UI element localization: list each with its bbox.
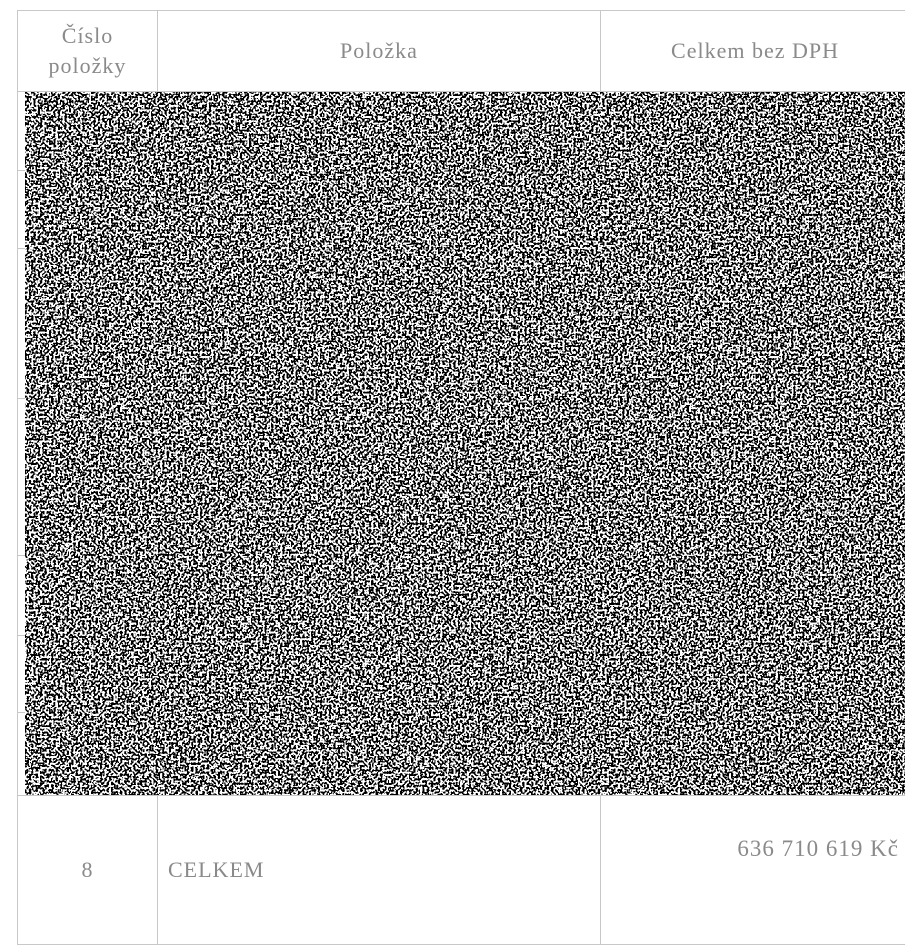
header-cell: Číslo položky — [17, 10, 158, 92]
header-cell: Celkem bez DPH — [600, 10, 905, 92]
row-border — [17, 712, 27, 713]
row-total: 636 710 619 Kč — [600, 795, 905, 945]
header-cell: Položka — [157, 10, 601, 92]
row-border — [17, 170, 27, 171]
row-number: 8 — [17, 795, 158, 945]
redaction-noise — [25, 92, 905, 795]
row-label: CELKEM — [157, 795, 601, 945]
row-border — [17, 635, 27, 636]
row-border — [17, 248, 27, 249]
column-border — [17, 92, 18, 796]
row-border — [17, 555, 27, 556]
row-border — [17, 398, 27, 399]
